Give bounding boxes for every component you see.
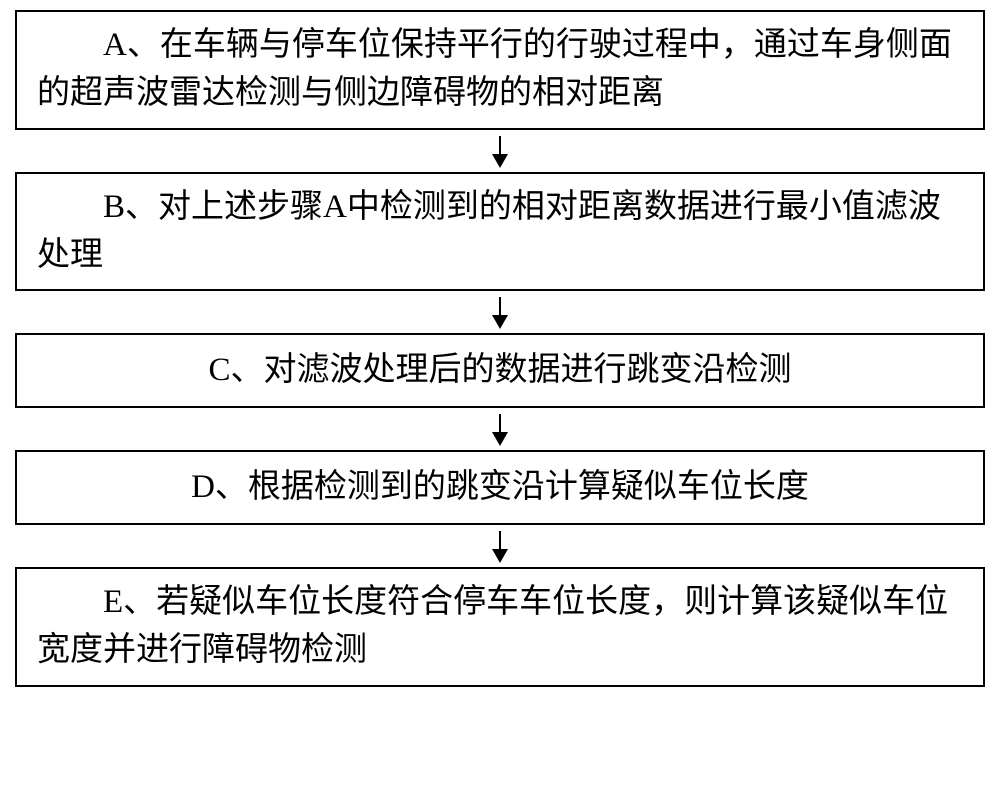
arrow-2 xyxy=(15,291,985,333)
step-c-box: C、对滤波处理后的数据进行跳变沿检测 xyxy=(15,333,985,408)
flowchart-container: A、在车辆与停车位保持平行的行驶过程中，通过车身侧面的超声波雷达检测与侧边障碍物… xyxy=(15,10,985,687)
arrow-down-icon xyxy=(499,136,501,166)
arrow-down-icon xyxy=(499,414,501,444)
arrow-3 xyxy=(15,408,985,450)
step-d-text: D、根据检测到的跳变沿计算疑似车位长度 xyxy=(37,464,963,512)
step-a-text: A、在车辆与停车位保持平行的行驶过程中，通过车身侧面的超声波雷达检测与侧边障碍物… xyxy=(37,22,963,118)
step-a-box: A、在车辆与停车位保持平行的行驶过程中，通过车身侧面的超声波雷达检测与侧边障碍物… xyxy=(15,10,985,130)
arrow-down-icon xyxy=(499,297,501,327)
arrow-1 xyxy=(15,130,985,172)
step-e-text: E、若疑似车位长度符合停车车位长度，则计算该疑似车位宽度并进行障碍物检测 xyxy=(37,579,963,675)
arrow-down-icon xyxy=(499,531,501,561)
step-c-text: C、对滤波处理后的数据进行跳变沿检测 xyxy=(37,347,963,395)
step-b-text: B、对上述步骤A中检测到的相对距离数据进行最小值滤波处理 xyxy=(37,184,963,280)
step-e-box: E、若疑似车位长度符合停车车位长度，则计算该疑似车位宽度并进行障碍物检测 xyxy=(15,567,985,687)
step-b-box: B、对上述步骤A中检测到的相对距离数据进行最小值滤波处理 xyxy=(15,172,985,292)
arrow-4 xyxy=(15,525,985,567)
step-d-box: D、根据检测到的跳变沿计算疑似车位长度 xyxy=(15,450,985,525)
